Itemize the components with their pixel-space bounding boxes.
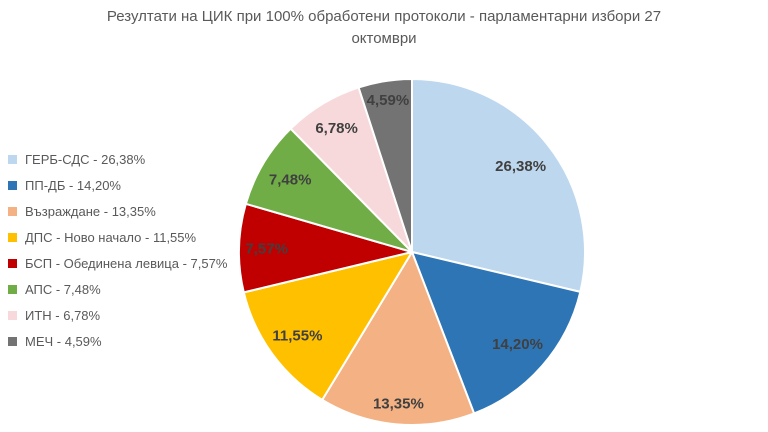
legend-item-label: Възраждане - 13,35% bbox=[25, 203, 156, 219]
chart-title: Резултати на ЦИК при 100% обработени про… bbox=[106, 8, 662, 47]
pie-slice-label: 4,59% bbox=[367, 92, 410, 109]
legend-swatch-icon bbox=[8, 284, 17, 294]
legend-item-label: ДПС - Ново начало - 11,55% bbox=[25, 229, 197, 245]
pie-slice-label: 26,38% bbox=[495, 158, 546, 175]
pie-slice-label: 6,78% bbox=[315, 120, 358, 137]
legend-swatch-icon bbox=[8, 258, 17, 268]
pie-slice-label: 7,48% bbox=[269, 171, 312, 188]
legend-swatch-icon bbox=[8, 154, 17, 164]
pie-slice bbox=[238, 202, 413, 294]
pie-slice bbox=[357, 78, 413, 253]
pie-slice-label: 13,35% bbox=[373, 396, 424, 413]
legend-item: БСП - Обединена левица - 7,57% bbox=[8, 255, 227, 271]
pie-slice-label: 11,55% bbox=[272, 328, 322, 345]
legend-swatch-icon bbox=[8, 336, 17, 346]
legend-item-label: ПП-ДБ - 14,20% bbox=[25, 177, 121, 193]
pie-slice bbox=[242, 251, 413, 401]
legend-item-label: АПС - 7,48% bbox=[25, 281, 101, 297]
legend-item-label: ГЕРБ-СДС - 26,38% bbox=[25, 151, 146, 167]
legend-item: ПП-ДБ - 14,20% bbox=[8, 177, 227, 193]
legend-swatch-icon bbox=[8, 310, 17, 320]
legend-item-label: ИТН - 6,78% bbox=[25, 307, 101, 323]
legend-item-label: МЕЧ - 4,59% bbox=[25, 333, 102, 349]
pie-slice bbox=[411, 78, 586, 293]
legend-swatch-icon bbox=[8, 206, 17, 216]
pie-slice-label: 7,57% bbox=[245, 241, 288, 258]
pie-slice-label: 14,20% bbox=[492, 336, 543, 353]
pie-slice bbox=[411, 251, 582, 415]
legend-item: ГЕРБ-СДС - 26,38% bbox=[8, 151, 227, 167]
pie-slice bbox=[321, 251, 476, 426]
legend-item: МЕЧ - 4,59% bbox=[8, 333, 227, 349]
legend-item: АПС - 7,48% bbox=[8, 281, 227, 297]
legend: ГЕРБ-СДС - 26,38% ПП-ДБ - 14,20% Възраждан… bbox=[8, 151, 227, 349]
legend-item: ДПС - Ново начало - 11,55% bbox=[8, 229, 227, 245]
legend-swatch-icon bbox=[8, 232, 17, 242]
pie-slice bbox=[244, 127, 413, 253]
legend-item-label: БСП - Обединена левица - 7,57% bbox=[25, 255, 228, 271]
legend-swatch-icon bbox=[8, 180, 17, 190]
legend-item: ИТН - 6,78% bbox=[8, 307, 227, 323]
legend-item: Възраждане - 13,35% bbox=[8, 203, 227, 219]
